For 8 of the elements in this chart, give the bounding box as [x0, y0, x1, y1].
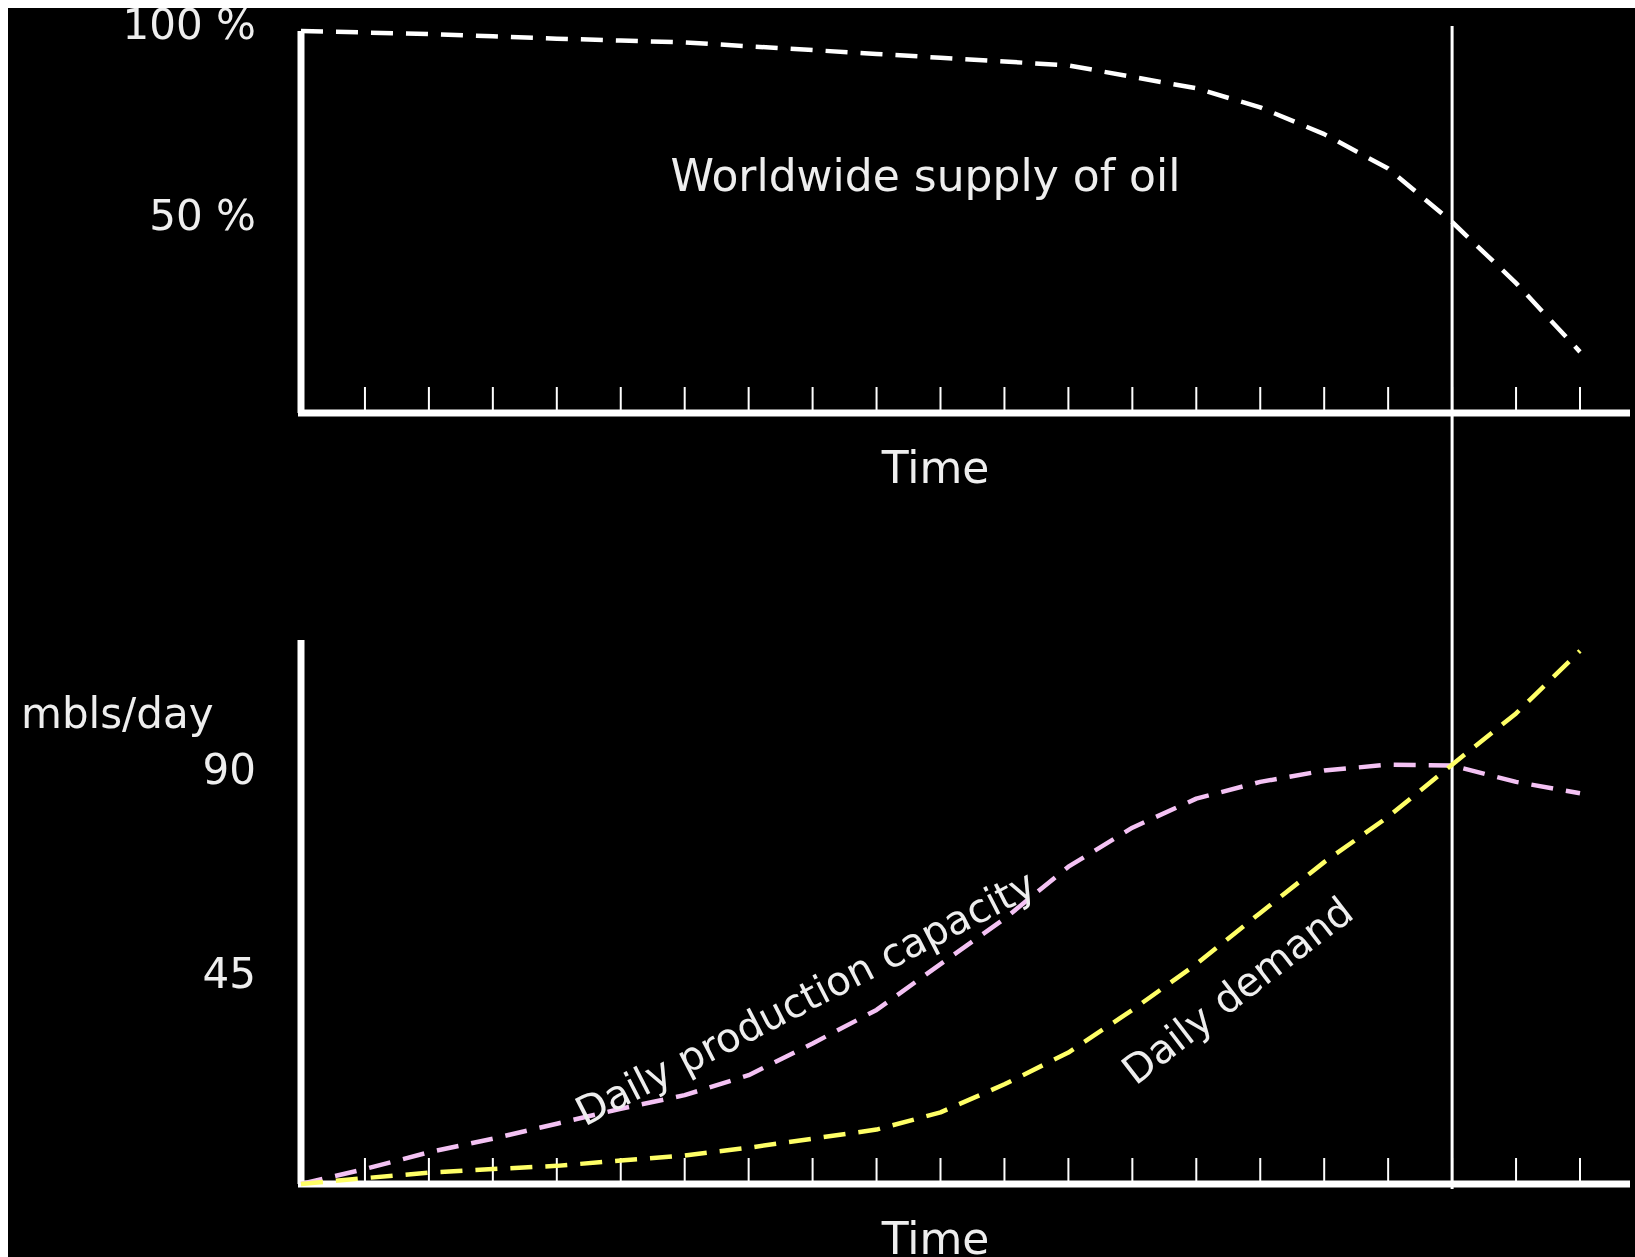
y-tick-label: 90 [202, 745, 256, 795]
x-axis-title: Time [880, 442, 990, 493]
y-tick-label: 45 [202, 949, 256, 999]
y-tick-label: 100 % [122, 0, 256, 50]
y-tick-label: 50 % [149, 191, 256, 241]
x-axis-title: Time [880, 1213, 990, 1257]
y-axis-title: mbls/day [21, 689, 214, 738]
series-label: Worldwide supply of oil [670, 150, 1181, 202]
